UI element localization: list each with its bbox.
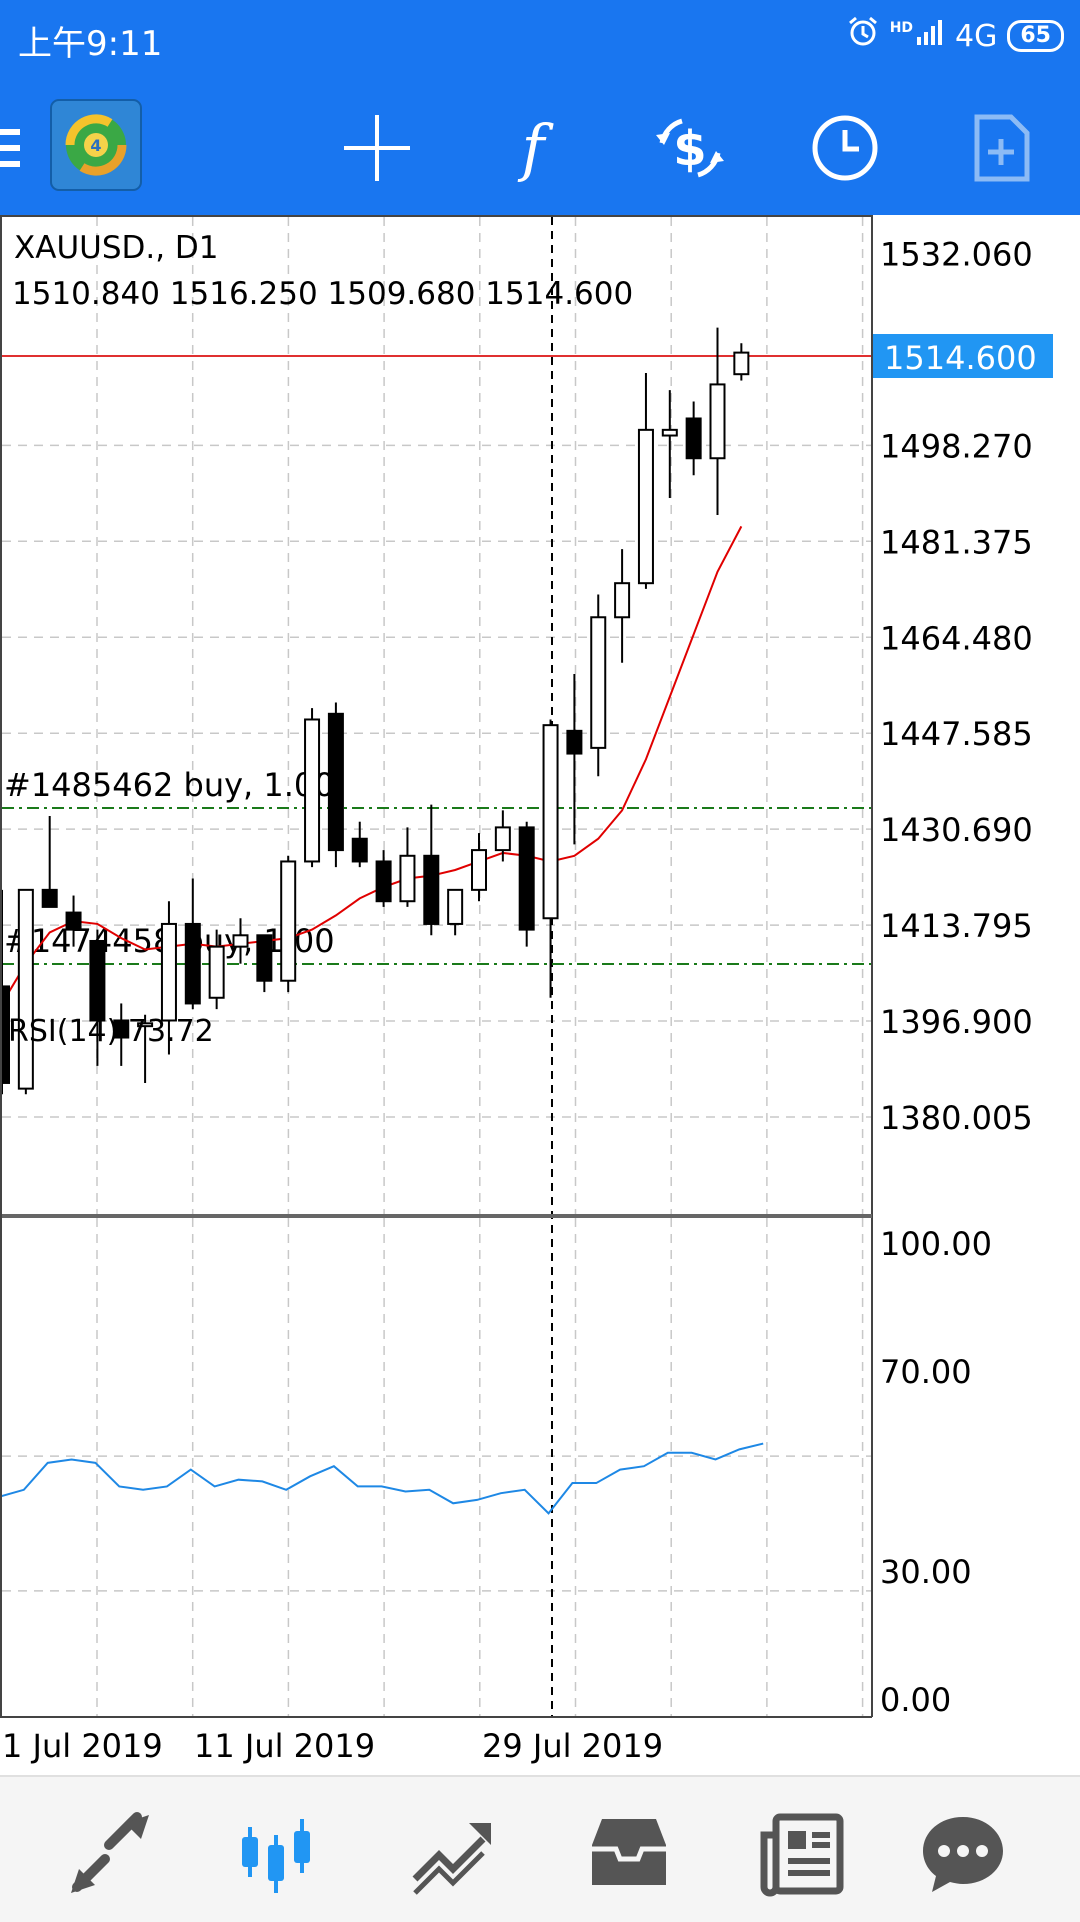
trade-tab-icon[interactable] <box>407 1809 497 1899</box>
candle-body <box>327 712 344 852</box>
candle-body <box>184 922 201 1005</box>
date-axis: 1 Jul 2019 11 Jul 2019 29 Jul 2019 <box>2 1727 663 1765</box>
candle-body <box>566 729 583 755</box>
metatrader-logo[interactable]: 4 <box>50 99 142 191</box>
menu-icon[interactable] <box>0 103 32 193</box>
messages-tab-icon[interactable] <box>918 1809 1008 1899</box>
history-tab-icon[interactable] <box>584 1809 674 1899</box>
news-tab-icon[interactable] <box>758 1809 848 1899</box>
candle-body <box>256 934 273 982</box>
current-price-badge <box>873 334 1053 378</box>
quotes-icon[interactable] <box>65 1809 155 1899</box>
candle-body <box>542 724 559 920</box>
price-tick-label: 1464.480 <box>880 619 1033 657</box>
price-tick-label: 1413.795 <box>880 907 1033 945</box>
signal-icon <box>915 17 945 55</box>
new-document-icon[interactable] <box>956 103 1046 193</box>
price-tick-label: 1532.060 <box>880 235 1033 273</box>
candle-body <box>137 1022 154 1028</box>
candle-body <box>494 826 511 852</box>
candle-body <box>41 888 58 908</box>
candle-body <box>304 718 321 863</box>
svg-text:4: 4 <box>90 136 101 155</box>
chart-area[interactable]: 1532.060 1498.270 1481.375 1464.480 1447.585… <box>0 215 1080 1775</box>
candle-body <box>89 939 106 1022</box>
candle-body <box>65 911 82 931</box>
candle-body <box>685 417 702 460</box>
svg-text:f: f <box>518 113 555 183</box>
candle-body <box>637 428 654 585</box>
status-bar: 上午9:11 HD 4G 65 <box>0 0 1080 75</box>
timeframe-icon[interactable] <box>800 103 890 193</box>
rsi-label: RSI(14) 73.72 <box>8 1014 214 1049</box>
bottom-navigation <box>0 1775 1080 1922</box>
chart-tab-icon[interactable] <box>236 1809 326 1899</box>
alarm-icon <box>846 15 880 57</box>
candle-body <box>471 849 487 891</box>
rsi-tick-label: 30.00 <box>880 1553 972 1591</box>
candle-body <box>208 945 225 999</box>
hd-label: HD <box>889 20 914 36</box>
ma-line <box>1 525 743 1004</box>
date-label: 1 Jul 2019 <box>2 1727 163 1765</box>
moving-average <box>1 525 743 1004</box>
candle-body <box>661 428 678 437</box>
order-label: #1485462 buy, 1.00 <box>4 766 335 804</box>
symbol-label: XAUUSD., D1 <box>14 230 219 266</box>
candle-body <box>709 383 726 460</box>
price-tick-label: 1396.900 <box>880 1003 1033 1041</box>
price-tick-label: 1447.585 <box>880 715 1033 753</box>
battery-indicator: 65 <box>1007 20 1064 52</box>
candle-body <box>447 888 464 925</box>
rsi-tick-label: 0.00 <box>880 1681 951 1719</box>
date-label: 11 Jul 2019 <box>194 1727 375 1765</box>
chart-frames <box>0 215 873 1718</box>
candle-body <box>375 860 392 903</box>
candle-body <box>113 1019 130 1039</box>
svg-text:$: $ <box>673 121 706 177</box>
crosshair-icon[interactable] <box>332 103 422 193</box>
candles <box>0 327 750 1095</box>
ohlc-label: 1510.840 1516.250 1509.680 1514.600 <box>12 276 633 312</box>
candle-body <box>518 826 535 931</box>
candle-body <box>17 888 34 1090</box>
price-tick-label: 1430.690 <box>880 811 1033 849</box>
candle-body <box>351 837 368 863</box>
rsi-tick-label: 100.00 <box>880 1225 992 1263</box>
price-tick-label: 1380.005 <box>880 1099 1033 1137</box>
current-price-label: 1514.600 <box>884 339 1037 377</box>
candle-body <box>614 582 631 619</box>
candle-body <box>590 616 607 749</box>
rsi-tick-label: 70.00 <box>880 1353 972 1391</box>
price-axis: 1532.060 1498.270 1481.375 1464.480 1447.585… <box>880 235 1033 1719</box>
network-label: 4G <box>955 18 998 54</box>
status-icons: HD 4G 65 <box>846 14 1064 58</box>
trade-icon[interactable]: $ <box>645 103 735 193</box>
rsi-panel <box>0 1442 764 1515</box>
candle-body <box>232 934 249 948</box>
chart-labels: XAUUSD., D1 1510.840 1516.250 1509.680 1… <box>8 230 633 1049</box>
candle-body <box>399 854 416 903</box>
grid <box>2 217 872 1717</box>
candle-body <box>733 351 750 376</box>
candle-body <box>160 922 177 1022</box>
candle-body <box>423 854 440 925</box>
candle-body <box>280 860 297 982</box>
price-tick-label: 1498.270 <box>880 427 1033 465</box>
price-tick-label: 1481.375 <box>880 523 1033 561</box>
status-time: 上午9:11 <box>18 24 163 64</box>
rsi-line <box>0 1442 764 1515</box>
app-toolbar: 4 f $ <box>0 75 1080 215</box>
indicators-icon[interactable]: f <box>488 103 578 193</box>
date-label: 29 Jul 2019 <box>482 1727 663 1765</box>
